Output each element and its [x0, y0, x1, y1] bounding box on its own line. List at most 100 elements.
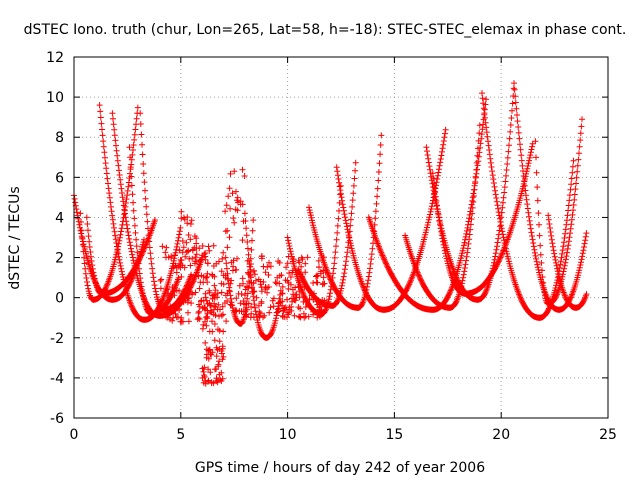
data-point	[279, 283, 286, 290]
data-point	[176, 247, 183, 254]
data-point	[483, 124, 490, 131]
data-point	[378, 132, 385, 139]
data-point	[224, 298, 231, 304]
data-point	[134, 249, 141, 256]
data-point	[307, 209, 314, 216]
data-point	[175, 274, 182, 281]
data-point	[225, 193, 232, 200]
data-point	[239, 201, 246, 208]
data-point	[118, 268, 125, 275]
data-point	[319, 281, 326, 288]
data-point	[118, 265, 125, 272]
data-point	[153, 291, 160, 298]
data-point	[103, 282, 110, 289]
data-point	[212, 312, 219, 319]
data-point	[406, 280, 413, 286]
data-point	[205, 347, 212, 354]
data-point	[485, 138, 491, 145]
data-point	[79, 234, 86, 241]
data-point	[327, 286, 334, 293]
data-point	[549, 240, 556, 247]
data-point	[525, 160, 532, 167]
data-point	[104, 175, 111, 182]
data-point	[80, 248, 87, 255]
data-point	[147, 250, 154, 257]
data-point	[185, 309, 191, 316]
data-point	[341, 266, 348, 273]
data-point	[245, 300, 252, 307]
data-point	[249, 237, 255, 244]
data-point	[213, 353, 220, 360]
data-point	[479, 126, 486, 133]
data-point	[231, 219, 238, 226]
data-point	[222, 208, 229, 215]
data-point	[452, 273, 459, 280]
data-point	[220, 249, 227, 256]
data-point	[381, 258, 388, 264]
data-point	[334, 229, 341, 236]
data-point	[139, 249, 146, 256]
data-point	[439, 145, 446, 152]
data-point	[202, 339, 209, 346]
data-point	[557, 258, 564, 265]
data-point	[295, 283, 302, 290]
data-point	[359, 300, 366, 307]
data-point	[160, 302, 167, 309]
x-tick-label: 5	[176, 427, 185, 443]
data-point	[295, 266, 302, 273]
data-point	[375, 169, 382, 175]
data-point	[480, 105, 487, 112]
data-point	[427, 166, 433, 173]
data-point	[285, 285, 292, 292]
data-point	[183, 282, 190, 289]
data-point	[345, 232, 352, 239]
data-point	[251, 271, 258, 278]
data-point	[239, 275, 246, 282]
data-point	[493, 246, 500, 253]
data-point	[496, 255, 503, 262]
data-point	[346, 234, 353, 241]
data-point	[332, 249, 339, 256]
data-point	[480, 100, 487, 107]
data-point	[374, 185, 381, 192]
data-point	[207, 369, 214, 376]
data-point	[360, 284, 367, 291]
data-point	[195, 315, 202, 321]
data-point	[237, 198, 244, 205]
data-point	[498, 251, 505, 258]
data-point	[252, 308, 259, 315]
data-point	[151, 278, 157, 285]
data-point	[88, 253, 94, 260]
data-point	[463, 227, 470, 234]
data-point	[229, 267, 236, 274]
data-point	[255, 302, 262, 309]
data-point	[110, 220, 117, 227]
data-point	[138, 252, 145, 259]
data-point	[116, 167, 122, 174]
data-point	[246, 279, 253, 286]
ticks-layer: 0 5 10 15 20 25 -6 -4 -2 0 2 4 6 8 10 12	[46, 50, 617, 443]
data-point	[103, 165, 110, 172]
data-point	[568, 293, 575, 299]
data-point	[133, 115, 140, 122]
data-point	[86, 238, 93, 245]
data-point	[545, 212, 552, 219]
data-point	[258, 284, 265, 291]
data-point	[426, 163, 433, 170]
data-point	[527, 221, 534, 228]
data-point	[534, 184, 541, 191]
data-point	[215, 377, 221, 384]
data-point	[569, 211, 576, 218]
data-point	[547, 229, 554, 235]
data-point	[97, 114, 104, 121]
data-point	[336, 183, 343, 190]
data-point	[527, 225, 534, 232]
x-tick-label: 15	[385, 427, 403, 443]
data-point	[506, 135, 513, 142]
data-point	[143, 211, 150, 218]
data-point	[534, 264, 541, 271]
data-point	[486, 147, 493, 153]
data-point	[128, 245, 134, 252]
data-point	[209, 272, 216, 279]
